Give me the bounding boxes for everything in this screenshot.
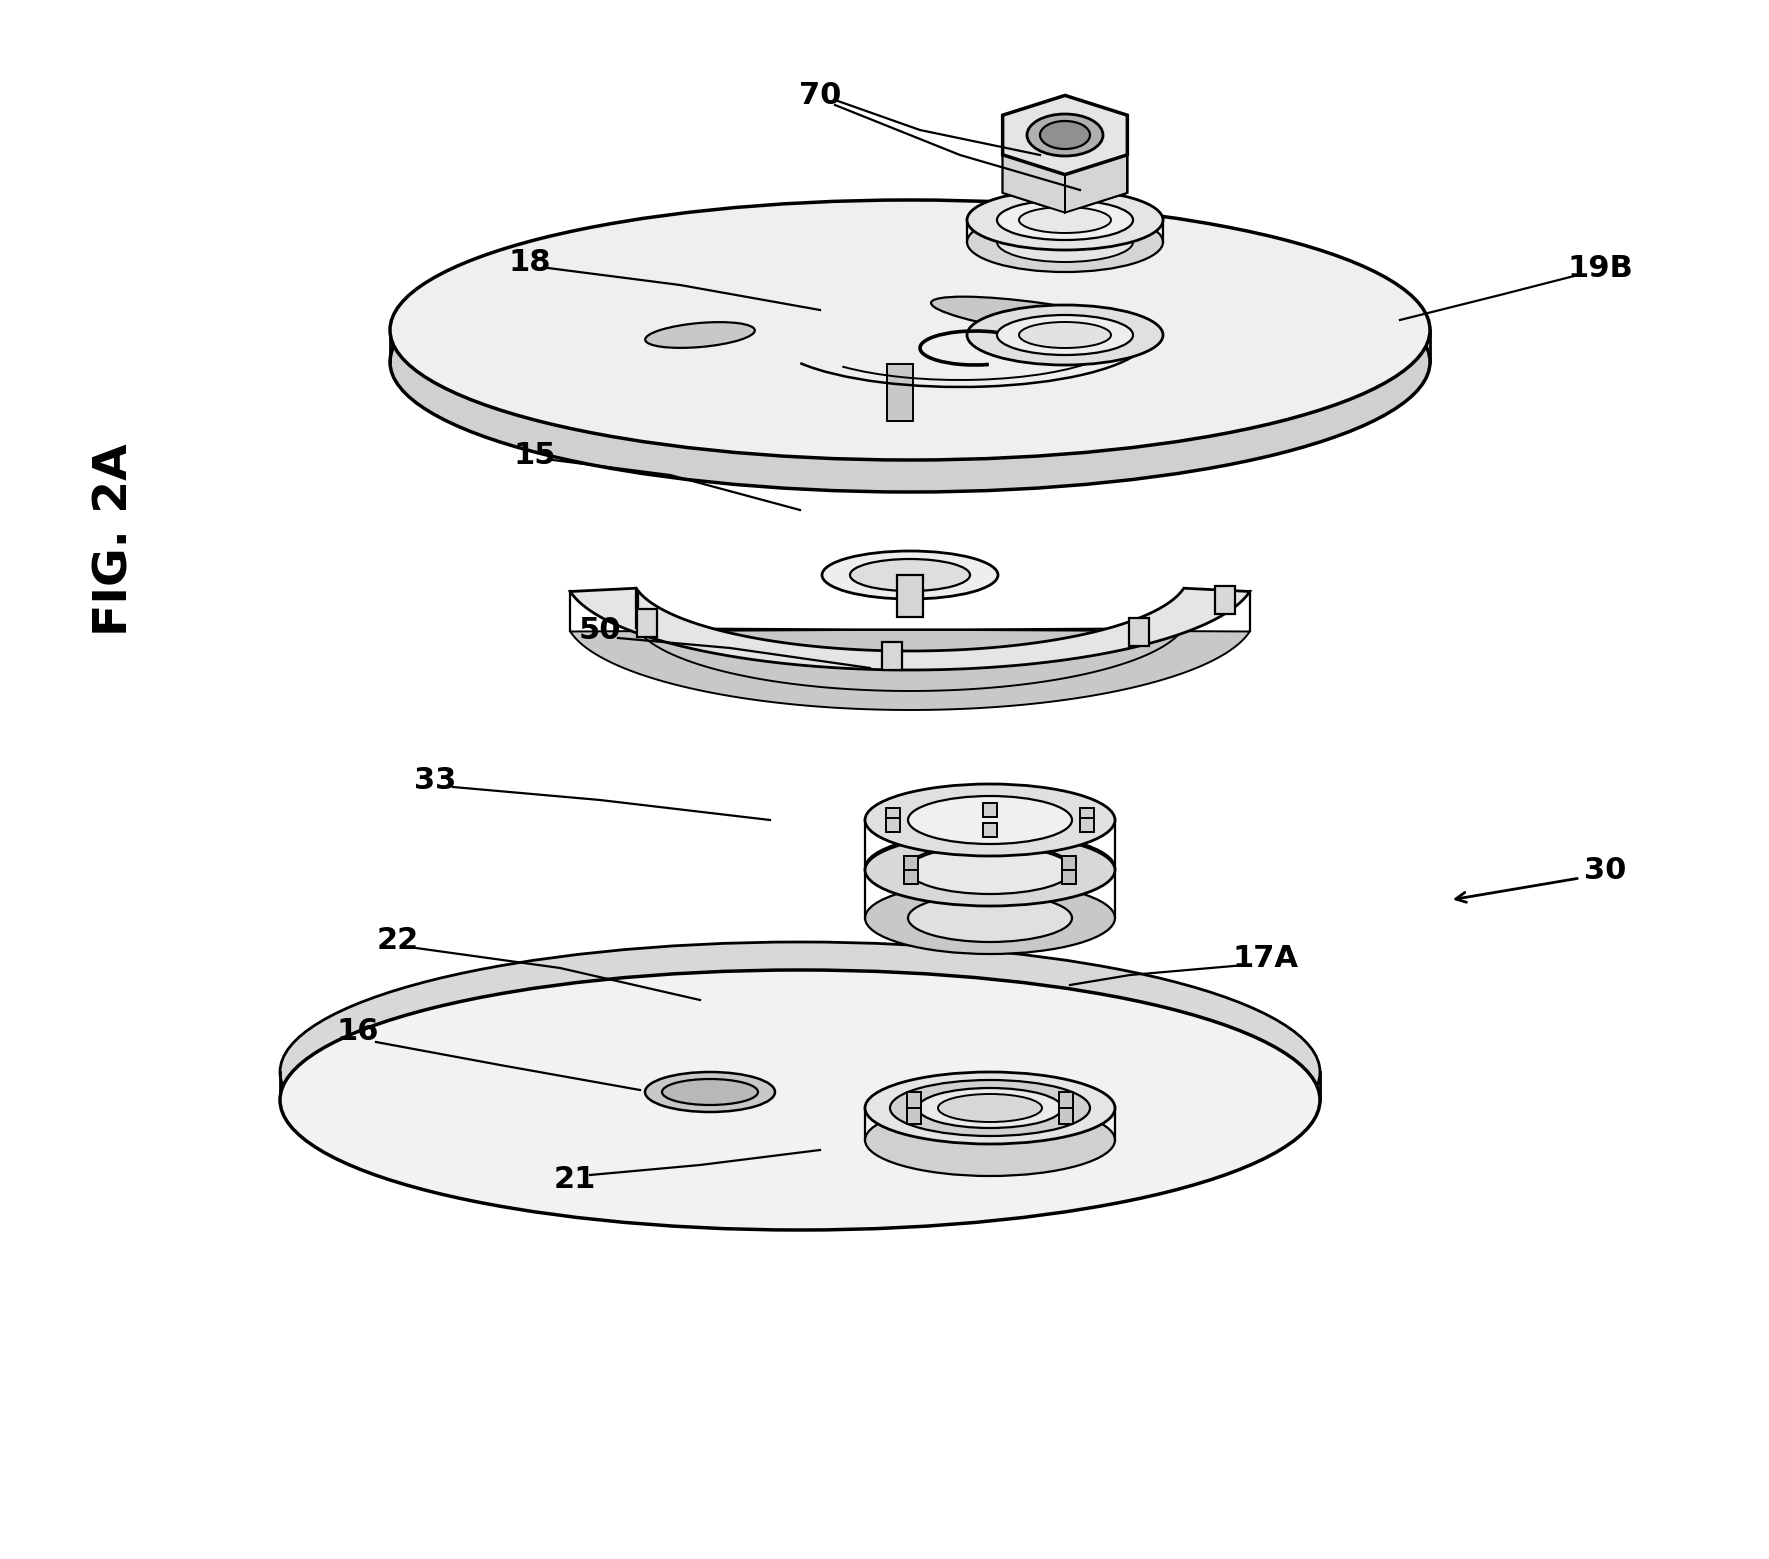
Polygon shape [1003, 95, 1127, 175]
FancyBboxPatch shape [1060, 1093, 1074, 1108]
Text: 30: 30 [1583, 856, 1626, 884]
Ellipse shape [865, 882, 1114, 954]
Ellipse shape [662, 1079, 757, 1105]
Ellipse shape [865, 1073, 1114, 1144]
Ellipse shape [968, 190, 1162, 249]
Text: FIG. 2A: FIG. 2A [92, 444, 138, 636]
Ellipse shape [907, 843, 1072, 892]
FancyBboxPatch shape [1081, 808, 1093, 822]
FancyBboxPatch shape [984, 823, 998, 837]
Text: 22: 22 [377, 926, 419, 954]
FancyBboxPatch shape [886, 363, 913, 421]
Ellipse shape [968, 306, 1162, 365]
FancyBboxPatch shape [1061, 870, 1076, 884]
Ellipse shape [280, 970, 1320, 1230]
Ellipse shape [1019, 207, 1111, 232]
FancyBboxPatch shape [904, 856, 918, 870]
Text: 16: 16 [336, 1018, 379, 1046]
FancyBboxPatch shape [907, 1107, 920, 1124]
Ellipse shape [849, 560, 969, 591]
Ellipse shape [865, 833, 1114, 904]
Ellipse shape [907, 797, 1072, 843]
FancyBboxPatch shape [886, 818, 900, 833]
Polygon shape [1065, 154, 1127, 212]
Ellipse shape [1040, 122, 1090, 150]
Ellipse shape [968, 212, 1162, 271]
Polygon shape [1003, 134, 1127, 212]
FancyBboxPatch shape [881, 642, 902, 670]
FancyBboxPatch shape [886, 808, 900, 822]
Text: 15: 15 [513, 441, 555, 469]
FancyBboxPatch shape [1215, 586, 1235, 614]
Ellipse shape [907, 847, 1072, 893]
Text: 17A: 17A [1231, 943, 1298, 973]
FancyBboxPatch shape [1060, 1107, 1074, 1124]
Polygon shape [570, 628, 1249, 709]
Polygon shape [570, 588, 1249, 670]
Text: 21: 21 [554, 1166, 596, 1194]
Ellipse shape [998, 315, 1132, 355]
Ellipse shape [865, 784, 1114, 856]
FancyBboxPatch shape [637, 608, 658, 636]
FancyBboxPatch shape [1061, 856, 1076, 870]
FancyBboxPatch shape [1129, 617, 1148, 645]
Ellipse shape [930, 296, 1148, 340]
FancyBboxPatch shape [904, 870, 918, 884]
FancyBboxPatch shape [984, 803, 998, 817]
FancyBboxPatch shape [1081, 818, 1093, 833]
Ellipse shape [890, 1080, 1090, 1137]
Ellipse shape [646, 1073, 775, 1112]
Ellipse shape [823, 550, 998, 599]
Ellipse shape [865, 834, 1114, 906]
Ellipse shape [389, 232, 1429, 493]
Ellipse shape [938, 1094, 1042, 1122]
Text: 19B: 19B [1567, 254, 1633, 282]
Ellipse shape [389, 200, 1429, 460]
Ellipse shape [646, 323, 755, 348]
Ellipse shape [907, 893, 1072, 942]
Text: 70: 70 [800, 81, 842, 109]
Ellipse shape [865, 1104, 1114, 1175]
FancyBboxPatch shape [907, 1093, 920, 1108]
FancyBboxPatch shape [897, 575, 923, 617]
Ellipse shape [280, 942, 1320, 1202]
Ellipse shape [998, 221, 1132, 262]
Ellipse shape [998, 200, 1132, 240]
Ellipse shape [918, 1088, 1061, 1129]
Text: 33: 33 [414, 765, 456, 795]
Text: 50: 50 [578, 616, 621, 644]
Ellipse shape [1028, 114, 1104, 156]
Text: 18: 18 [509, 248, 552, 276]
Ellipse shape [1019, 323, 1111, 348]
Polygon shape [1003, 154, 1065, 212]
